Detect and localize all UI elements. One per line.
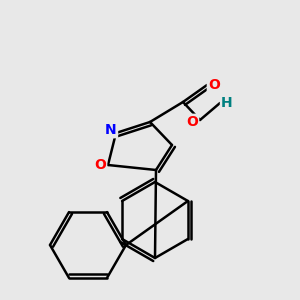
Text: N: N: [105, 123, 117, 137]
Text: O: O: [186, 115, 198, 129]
Text: O: O: [94, 158, 106, 172]
Text: O: O: [208, 78, 220, 92]
Text: H: H: [221, 96, 233, 110]
